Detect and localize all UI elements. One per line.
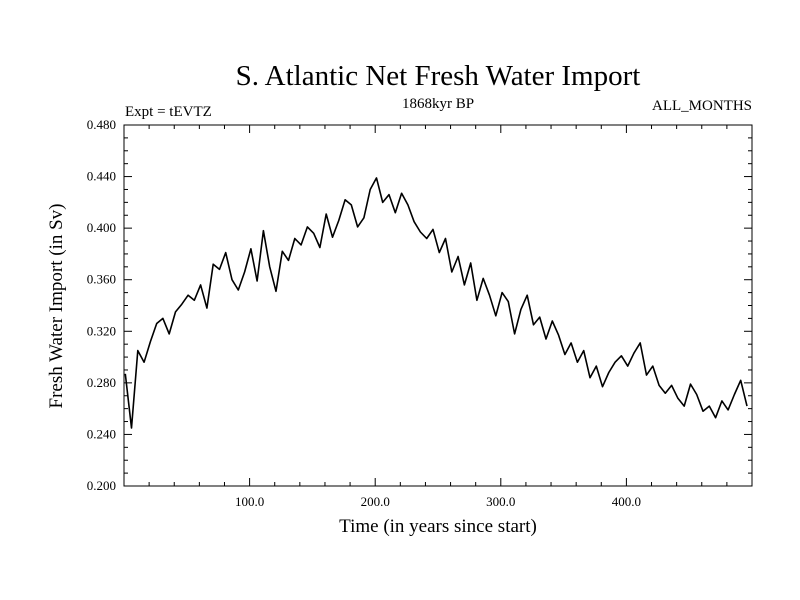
y-axis: 0.200 0.240 0.280 0.320 0.360 0.400 0.440 0.480 <box>87 117 752 493</box>
y-tick-label: 0.200 <box>87 478 116 493</box>
y-tick-label: 0.440 <box>87 169 116 184</box>
x-tick-label: 200.0 <box>361 494 390 509</box>
y-tick-label: 0.320 <box>87 323 116 338</box>
y-axis-label: Fresh Water Import (in Sv) <box>46 204 67 409</box>
series-line <box>124 177 748 429</box>
y-tick-label: 0.360 <box>87 272 116 287</box>
epoch-label: 1868kyr BP <box>402 96 474 112</box>
chart-title: S. Atlantic Net Fresh Water Import <box>236 60 641 92</box>
experiment-label: Expt = tEVTZ <box>125 104 212 120</box>
x-axis-label: Time (in years since start) <box>339 516 537 537</box>
y-tick-label: 0.280 <box>87 375 116 390</box>
plot-frame <box>123 124 753 487</box>
y-tick-label: 0.240 <box>87 426 116 441</box>
y-tick-label: 0.400 <box>87 220 116 235</box>
months-label: ALL_MONTHS <box>652 98 752 114</box>
x-tick-label: 300.0 <box>486 494 515 509</box>
x-tick-label: 400.0 <box>612 494 641 509</box>
x-tick-label: 100.0 <box>235 494 264 509</box>
x-axis: 100.0 200.0 300.0 400.0 <box>148 125 728 509</box>
y-tick-label: 0.480 <box>87 117 116 132</box>
